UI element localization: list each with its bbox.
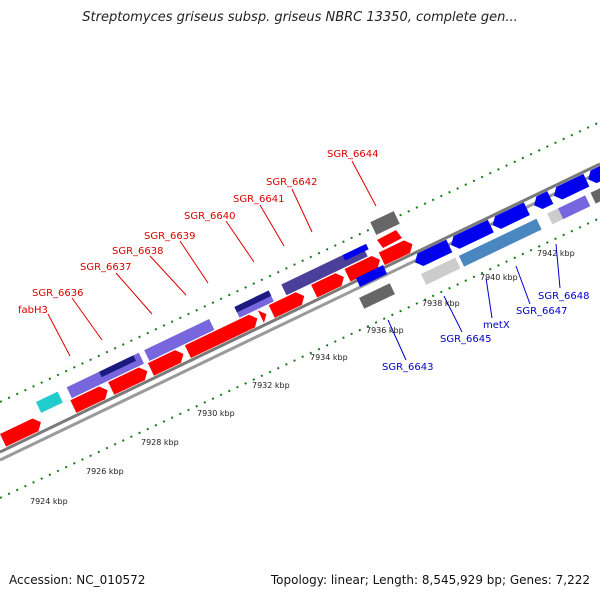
leader-SGR_6642: [291, 188, 313, 233]
leader-SGR_6641: [259, 204, 285, 247]
gene-arrow-blue[interactable]: [585, 164, 600, 185]
forward-strand-track: [0, 238, 416, 447]
gene-label[interactable]: SGR_6640: [184, 211, 236, 222]
gene-arrow-blue[interactable]: [551, 173, 590, 202]
leader-SGR_6645: [443, 295, 463, 333]
forward-label-leaders: [47, 160, 377, 357]
gene-label[interactable]: SGR_6642: [266, 177, 318, 188]
isolated-genes: [356, 211, 402, 309]
leader-SGR_6648: [555, 243, 561, 289]
gene-arrow-blue[interactable]: [412, 239, 453, 269]
forward-gene-labels: fabH3 SGR_6636 SGR_6637 SGR_6638 SGR_663…: [18, 149, 379, 316]
reverse-feature-track: [421, 184, 600, 285]
reverse-label-leaders: [387, 243, 561, 361]
feature-box-navy[interactable]: [99, 355, 136, 378]
ruler-label: 7932 kbp: [252, 381, 290, 390]
leader-SGR_6643: [387, 319, 407, 361]
gene-arrow-red[interactable]: [184, 312, 260, 359]
ruler-labels: 7924 kbp 7926 kbp 7928 kbp 7930 kbp 7932…: [30, 249, 575, 506]
ruler-label: 7940 kbp: [480, 273, 518, 282]
gene-box-gray[interactable]: [370, 211, 400, 235]
gene-arrow-red[interactable]: [344, 253, 384, 282]
genome-summary-label: Topology: linear; Length: 8,545,929 bp; …: [270, 573, 590, 587]
leader-SGR_6639: [179, 240, 209, 284]
gene-label[interactable]: metX: [483, 320, 510, 331]
leader-SGR_6640: [225, 220, 255, 263]
gene-label[interactable]: SGR_6636: [32, 288, 84, 299]
gene-label[interactable]: SGR_6641: [233, 194, 285, 205]
feature-box-navy[interactable]: [234, 290, 272, 313]
gene-box-gray[interactable]: [359, 283, 395, 309]
gene-arrow-red[interactable]: [378, 238, 416, 266]
leader-SGR_6636: [71, 297, 103, 341]
gene-arrow-red[interactable]: [268, 290, 308, 318]
ruler-label: 7926 kbp: [86, 467, 124, 476]
backbone-line-upper: [0, 162, 600, 454]
gene-arrow-blue[interactable]: [448, 219, 494, 252]
ruler-label: 7930 kbp: [197, 409, 235, 418]
leader-SGR_6637: [115, 272, 153, 315]
genome-backbone: [0, 162, 600, 462]
feature-box-purple[interactable]: [144, 319, 215, 361]
gene-arrow-red[interactable]: [70, 384, 110, 413]
gene-arrow-red-small[interactable]: [257, 308, 269, 324]
feature-box-blue[interactable]: [342, 243, 369, 261]
feature-box-track: [36, 243, 369, 413]
gene-label[interactable]: SGR_6639: [144, 231, 196, 242]
leader-SGR_6638: [149, 255, 187, 296]
gene-label[interactable]: SGR_6645: [440, 334, 492, 345]
gene-label[interactable]: SGR_6643: [382, 362, 434, 373]
reverse-strand-track: [412, 164, 600, 269]
leader-metX: [485, 277, 493, 319]
gene-arrow-red[interactable]: [0, 416, 44, 447]
gene-arrow-red[interactable]: [147, 348, 187, 376]
reverse-gene-labels: SGR_6643 SGR_6645 metX SGR_6647 SGR_6648: [382, 291, 590, 373]
ruler-label: 7928 kbp: [141, 438, 179, 447]
gene-label[interactable]: fabH3: [18, 305, 48, 316]
lower-tick-track: [0, 217, 600, 499]
accession-label: Accession: NC_010572: [9, 573, 146, 587]
feature-box-purple[interactable]: [558, 195, 591, 220]
gene-label[interactable]: SGR_6638: [112, 246, 164, 257]
gene-label[interactable]: SGR_6647: [516, 306, 568, 317]
lower-minor-ticks: [0, 217, 600, 499]
ruler-label: 7942 kbp: [537, 249, 575, 258]
ruler-label: 7924 kbp: [30, 497, 68, 506]
map-title: Streptomyces griseus subsp. griseus NBRC…: [82, 10, 518, 25]
ruler-label: 7934 kbp: [310, 353, 348, 362]
leader-fabH3: [47, 313, 71, 357]
gene-arrow-red-small[interactable]: [377, 230, 402, 248]
ruler-label: 7936 kbp: [366, 326, 404, 335]
gene-arrow-blue-small[interactable]: [356, 265, 387, 287]
gene-arrow-red[interactable]: [311, 271, 347, 298]
feature-box-cyan[interactable]: [36, 391, 63, 413]
gene-arrow-red[interactable]: [108, 365, 150, 395]
gene-label[interactable]: SGR_6637: [80, 262, 132, 273]
feature-box-steel[interactable]: [458, 218, 542, 267]
leader-SGR_6647: [515, 265, 531, 305]
gene-arrow-blue[interactable]: [490, 202, 530, 231]
feature-box-lightgray[interactable]: [421, 257, 461, 285]
feature-box-gray[interactable]: [590, 184, 600, 204]
gene-label[interactable]: SGR_6644: [327, 149, 379, 160]
leader-SGR_6644: [351, 160, 377, 207]
gene-arrow-blue-small[interactable]: [531, 191, 554, 211]
ruler-label: 7938 kbp: [422, 299, 460, 308]
gene-label[interactable]: SGR_6648: [538, 291, 590, 302]
